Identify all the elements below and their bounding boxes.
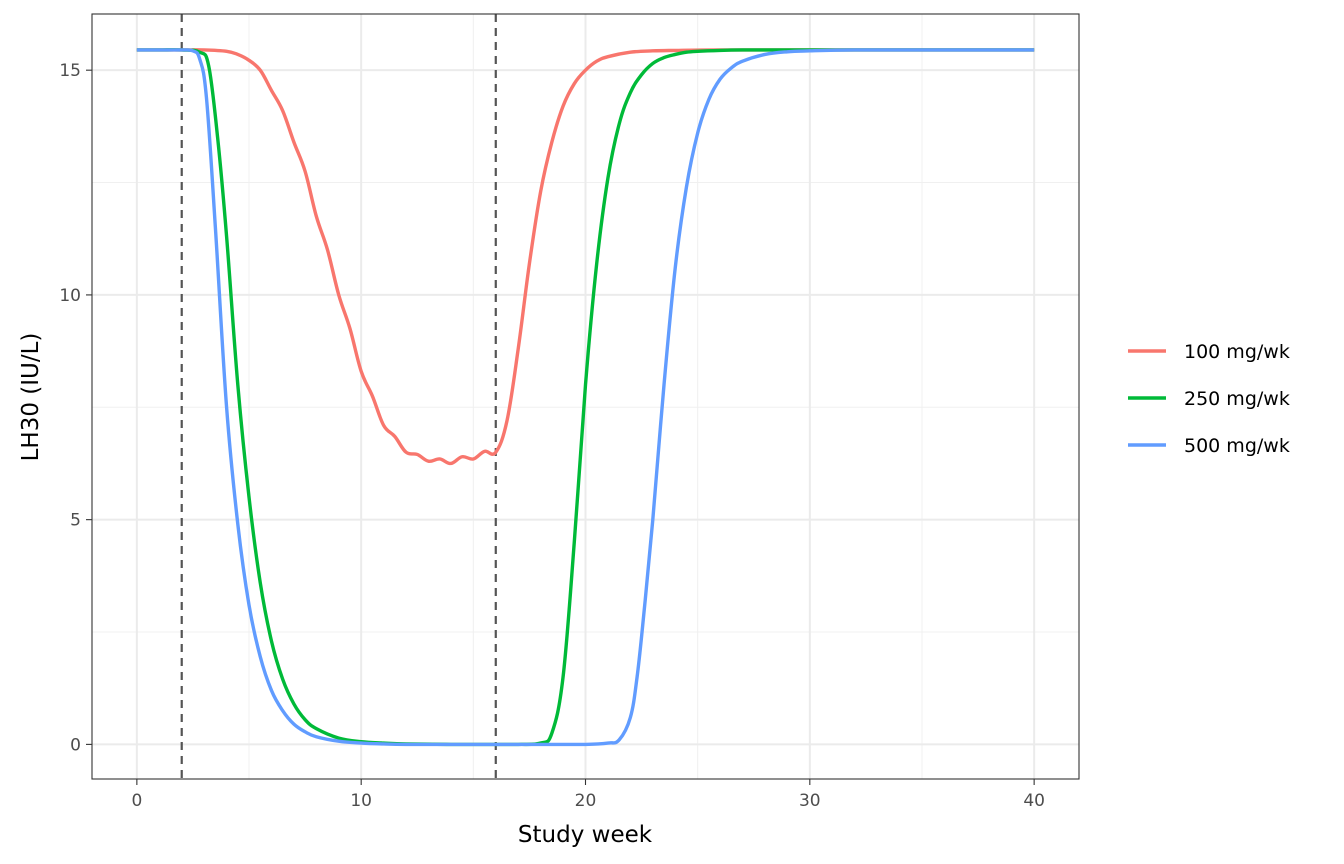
x-axis-title: Study week <box>518 822 653 848</box>
legend-label: 250 mg/wk <box>1184 388 1290 410</box>
x-tick-label: 30 <box>799 791 821 811</box>
y-axis-title: LH30 (IU/L) <box>18 333 44 462</box>
y-axis-ticks: 0 5 10 15 <box>59 61 92 755</box>
legend: 100 mg/wk 250 mg/wk 500 mg/wk <box>1128 341 1290 457</box>
y-tick-label: 10 <box>59 286 81 306</box>
y-tick-label: 15 <box>59 61 81 81</box>
legend-item: 500 mg/wk <box>1128 435 1290 457</box>
x-tick-label: 10 <box>350 791 372 811</box>
y-tick-label: 5 <box>70 511 81 531</box>
series-line-1 <box>136 48 1035 466</box>
reference-lines <box>180 14 497 779</box>
x-tick-label: 20 <box>575 791 597 811</box>
x-tick-label: 0 <box>131 791 142 811</box>
legend-item: 250 mg/wk <box>1128 388 1290 410</box>
x-tick-label: 40 <box>1023 791 1045 811</box>
series-line-3 <box>136 48 1035 747</box>
legend-item: 100 mg/wk <box>1128 341 1290 363</box>
legend-label: 500 mg/wk <box>1184 435 1290 457</box>
legend-label: 100 mg/wk <box>1184 341 1290 363</box>
y-tick-label: 0 <box>70 735 81 755</box>
series-lines <box>136 48 1035 747</box>
x-axis-ticks: 0 10 20 30 40 <box>131 779 1045 811</box>
